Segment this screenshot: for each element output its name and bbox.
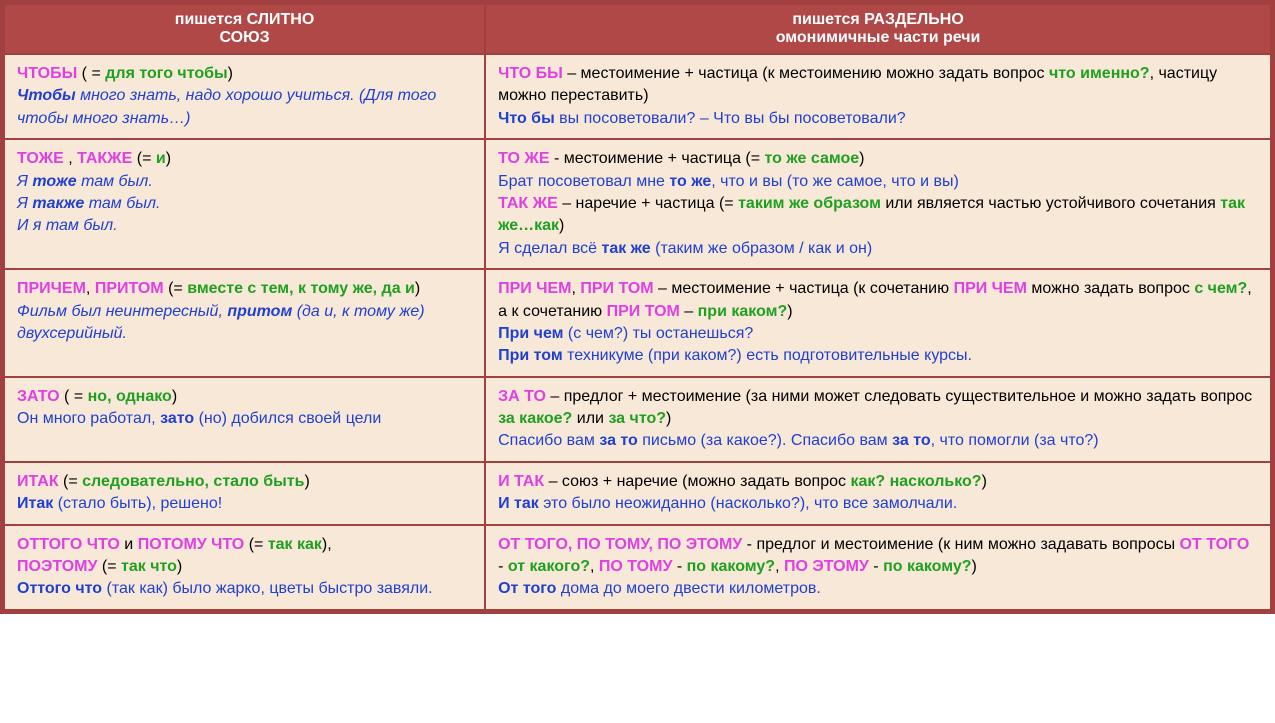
- header-right-line2: омонимичные части речи: [776, 29, 981, 46]
- cell-left: ЧТОБЫ ( = для того чтобы) Чтобы много зн…: [3, 54, 486, 139]
- table-row: ИТАК (= следовательно, стало быть) Итак …: [3, 462, 1273, 525]
- cell-right: ОТ ТОГО, ПО ТОМУ, ПО ЭТОМУ - предлог и м…: [485, 525, 1272, 612]
- table-row: ОТТОГО ЧТО и ПОТОМУ ЧТО (= так как), ПОЭ…: [3, 525, 1273, 612]
- cell-left: ИТАК (= следовательно, стало быть) Итак …: [3, 462, 486, 525]
- cell-left: ПРИЧЕМ, ПРИТОМ (= вместе с тем, к тому ж…: [3, 269, 486, 377]
- table-row: ЗАТО ( = но, однако) Он много работал, з…: [3, 377, 1273, 462]
- table-row: ПРИЧЕМ, ПРИТОМ (= вместе с тем, к тому ж…: [3, 269, 1273, 377]
- cell-left: ТОЖЕ , ТАКЖЕ (= и) Я тоже там был. Я так…: [3, 139, 486, 269]
- table-row: ЧТОБЫ ( = для того чтобы) Чтобы много зн…: [3, 54, 1273, 139]
- header-left: пишется СЛИТНО СОЮЗ: [3, 3, 486, 55]
- table-row: ТОЖЕ , ТАКЖЕ (= и) Я тоже там был. Я так…: [3, 139, 1273, 269]
- header-left-line1: пишется СЛИТНО: [175, 11, 314, 28]
- header-right: пишется РАЗДЕЛЬНО омонимичные части речи: [485, 3, 1272, 55]
- cell-left: ЗАТО ( = но, однако) Он много работал, з…: [3, 377, 486, 462]
- cell-right: И ТАК – союз + наречие (можно задать воп…: [485, 462, 1272, 525]
- cell-left: ОТТОГО ЧТО и ПОТОМУ ЧТО (= так как), ПОЭ…: [3, 525, 486, 612]
- table-header: пишется СЛИТНО СОЮЗ пишется РАЗДЕЛЬНО ом…: [3, 3, 1273, 55]
- cell-right: ТО ЖЕ - местоимение + частица (= то же с…: [485, 139, 1272, 269]
- header-left-line2: СОЮЗ: [219, 29, 269, 46]
- header-right-line1: пишется РАЗДЕЛЬНО: [792, 11, 963, 28]
- cell-right: ЧТО БЫ – местоимение + частица (к местои…: [485, 54, 1272, 139]
- cell-right: ПРИ ЧЕМ, ПРИ ТОМ – местоимение + частица…: [485, 269, 1272, 377]
- cell-right: ЗА ТО – предлог + местоимение (за ними м…: [485, 377, 1272, 462]
- grammar-table: пишется СЛИТНО СОЮЗ пишется РАЗДЕЛЬНО ом…: [0, 0, 1275, 614]
